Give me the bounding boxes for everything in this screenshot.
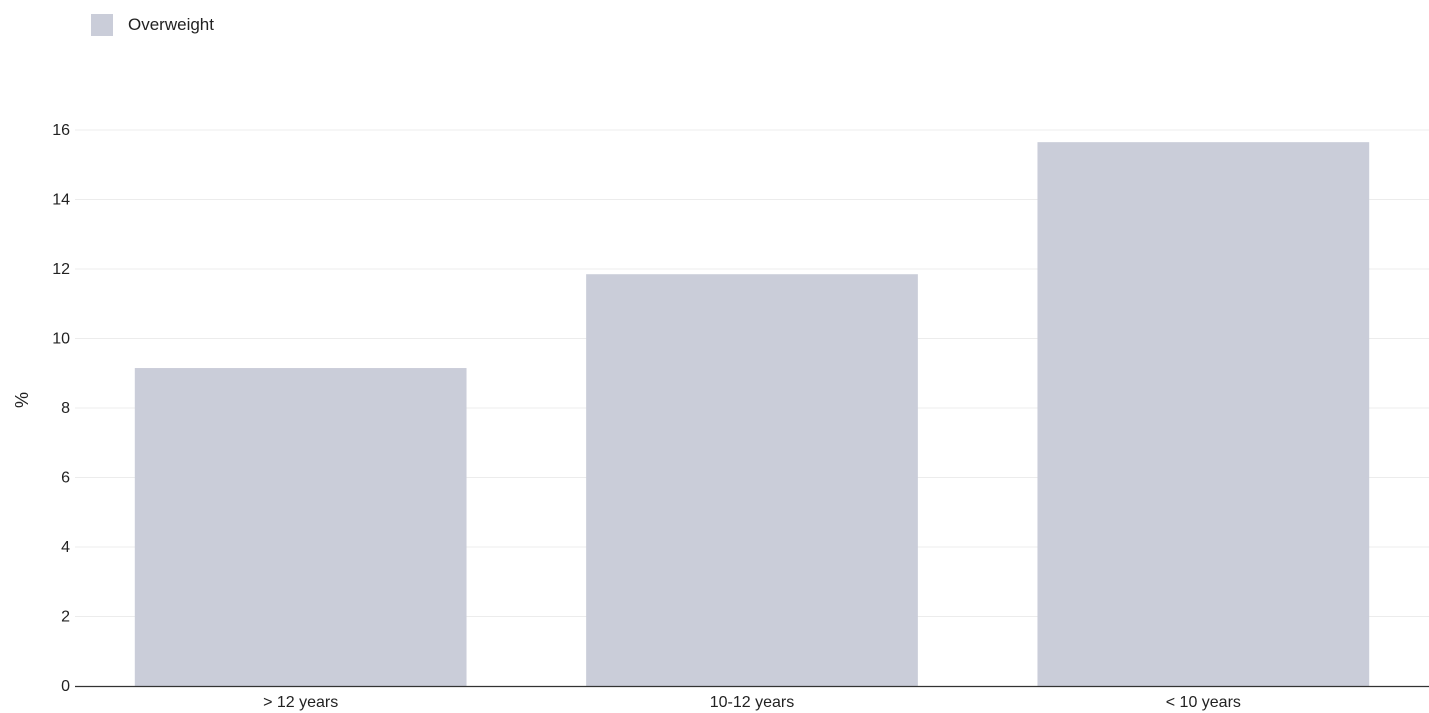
y-axis-title: %: [12, 392, 32, 408]
bars: [134, 142, 1370, 687]
y-axis: 0 2 4 6 8 10 12 14 16: [52, 122, 70, 695]
y-tick-label: 10: [52, 331, 70, 348]
y-tick-label: 0: [61, 678, 70, 695]
x-tick-label: 10-12 years: [710, 694, 795, 711]
bar: [134, 368, 467, 686]
bar: [1037, 142, 1370, 687]
y-tick-label: 8: [61, 400, 70, 417]
y-tick-label: 2: [61, 609, 70, 626]
bar: [586, 274, 918, 686]
x-tick-label: > 12 years: [263, 694, 338, 711]
y-tick-label: 12: [52, 261, 70, 278]
x-axis: > 12 years 10-12 years < 10 years: [75, 685, 1429, 711]
y-tick-label: 6: [61, 470, 70, 487]
y-tick-label: 14: [52, 192, 70, 209]
chart-legend: Overweight: [91, 14, 214, 36]
legend-label-overweight: Overweight: [128, 15, 214, 34]
legend-swatch-overweight: [91, 14, 113, 36]
y-tick-label: 16: [52, 122, 70, 139]
y-tick-label: 4: [61, 539, 70, 556]
x-tick-label: < 10 years: [1166, 694, 1241, 711]
